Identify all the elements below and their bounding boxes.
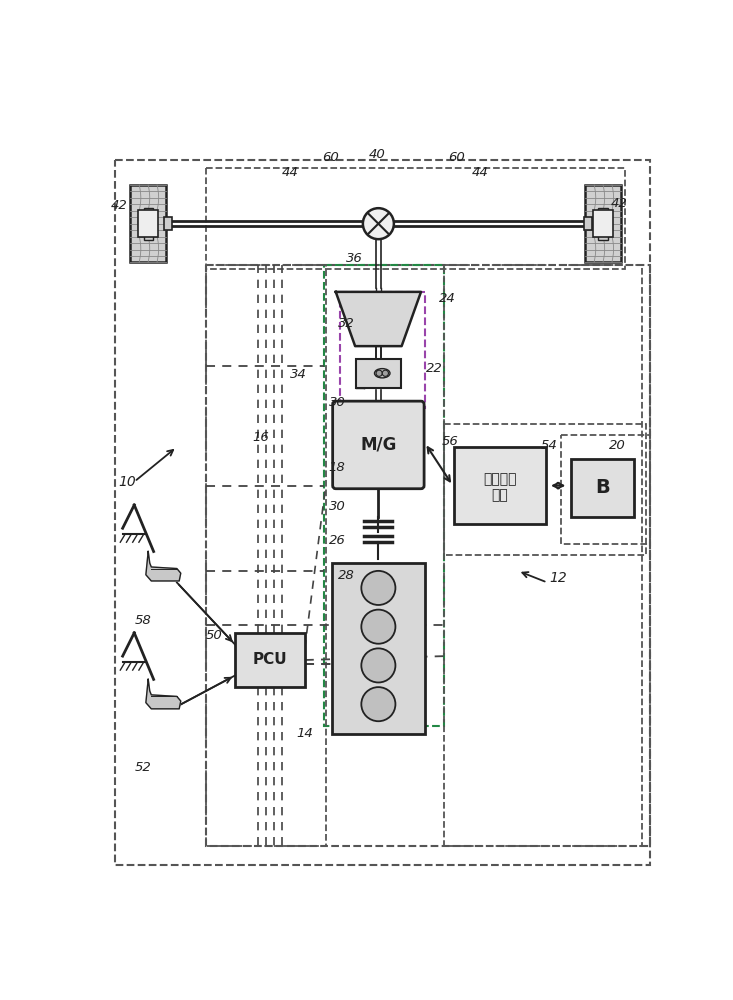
Circle shape xyxy=(361,571,395,605)
Bar xyxy=(444,424,646,555)
Bar xyxy=(139,210,158,237)
Text: 12: 12 xyxy=(549,572,567,585)
Text: 24: 24 xyxy=(439,292,456,305)
Bar xyxy=(332,563,425,734)
Text: 42: 42 xyxy=(111,199,128,212)
Ellipse shape xyxy=(375,369,390,378)
Circle shape xyxy=(376,370,382,376)
Bar xyxy=(444,265,642,846)
Bar xyxy=(235,633,305,687)
Text: 20: 20 xyxy=(609,439,626,452)
Text: 54: 54 xyxy=(541,439,558,452)
Bar xyxy=(598,208,608,240)
Text: PCU: PCU xyxy=(253,652,287,668)
Bar xyxy=(454,447,546,524)
Text: 40: 40 xyxy=(369,148,386,161)
FancyBboxPatch shape xyxy=(333,401,424,489)
Text: B: B xyxy=(595,478,610,497)
Text: 56: 56 xyxy=(442,435,459,448)
Circle shape xyxy=(361,687,395,721)
Bar xyxy=(585,185,621,262)
Text: 30: 30 xyxy=(329,500,345,513)
Text: 34: 34 xyxy=(290,368,307,381)
Bar xyxy=(206,168,625,269)
Text: 电力电子: 电力电子 xyxy=(483,472,517,486)
Text: 18: 18 xyxy=(329,461,345,474)
Text: 60: 60 xyxy=(323,151,339,164)
Text: 44: 44 xyxy=(281,166,298,179)
Text: 器件: 器件 xyxy=(492,488,509,502)
Text: 14: 14 xyxy=(296,727,313,740)
Text: 58: 58 xyxy=(134,613,151,626)
FancyBboxPatch shape xyxy=(356,359,401,388)
Circle shape xyxy=(363,208,394,239)
Text: 52: 52 xyxy=(134,761,151,774)
Bar xyxy=(144,208,153,240)
Bar xyxy=(206,265,326,846)
Text: 30: 30 xyxy=(329,396,345,410)
Bar xyxy=(339,292,425,408)
Circle shape xyxy=(382,370,388,376)
Text: 50: 50 xyxy=(205,629,222,642)
Text: 28: 28 xyxy=(338,569,355,582)
Bar xyxy=(583,217,592,230)
Text: M/G: M/G xyxy=(360,436,397,454)
Bar xyxy=(593,210,613,237)
Bar xyxy=(324,265,444,726)
Text: 36: 36 xyxy=(346,252,363,265)
Text: 10: 10 xyxy=(119,475,136,489)
Polygon shape xyxy=(336,292,421,346)
Text: 44: 44 xyxy=(471,166,488,179)
Text: 22: 22 xyxy=(427,362,443,375)
Polygon shape xyxy=(146,679,181,709)
Text: 42: 42 xyxy=(611,197,627,210)
Text: 32: 32 xyxy=(338,317,355,330)
Circle shape xyxy=(361,610,395,644)
Bar xyxy=(206,265,649,846)
Text: 16: 16 xyxy=(252,431,269,444)
Bar xyxy=(561,435,649,544)
Text: 60: 60 xyxy=(448,151,465,164)
Text: 26: 26 xyxy=(329,534,345,547)
Bar xyxy=(130,185,166,262)
Circle shape xyxy=(361,648,395,682)
Bar xyxy=(570,458,634,517)
Bar xyxy=(164,217,172,230)
Polygon shape xyxy=(146,552,181,581)
